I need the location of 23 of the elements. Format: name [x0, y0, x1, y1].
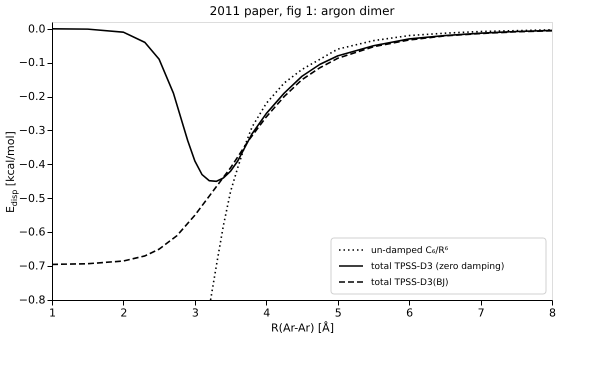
- y-tick-label: 0.0: [28, 22, 46, 36]
- y-tick-label: −0.7: [18, 260, 46, 273]
- x-tick-label: 7: [478, 306, 485, 320]
- y-tick-label: −0.8: [18, 294, 46, 306]
- legend-label: un-damped C₆/R⁶: [371, 246, 449, 256]
- legend-label: total TPSS-D3(BJ): [371, 278, 449, 288]
- y-axis-title: Edisp [kcal/mol]: [4, 131, 19, 213]
- x-tick-label: 3: [192, 306, 199, 320]
- y-tick-label: −0.4: [18, 158, 46, 171]
- y-tick-label: −0.2: [18, 90, 46, 104]
- chart-title: 2011 paper, fig 1: argon dimer: [210, 4, 394, 18]
- y-tick-label: −0.6: [18, 226, 46, 239]
- y-tick-label: −0.3: [18, 124, 46, 137]
- x-tick-label: 8: [549, 306, 556, 320]
- x-tick-label: 6: [406, 306, 414, 320]
- x-tick-label: 5: [334, 306, 342, 320]
- y-tick-label: −0.1: [18, 56, 46, 70]
- x-tick-label: 2: [120, 306, 128, 320]
- x-tick-label: 4: [263, 306, 270, 320]
- y-tick-label: −0.5: [18, 192, 46, 205]
- x-axis-title: R(Ar-Ar) [Å]: [271, 320, 334, 334]
- x-tick-label: 1: [49, 306, 56, 320]
- legend-label: total TPSS-D3 (zero damping): [371, 262, 504, 272]
